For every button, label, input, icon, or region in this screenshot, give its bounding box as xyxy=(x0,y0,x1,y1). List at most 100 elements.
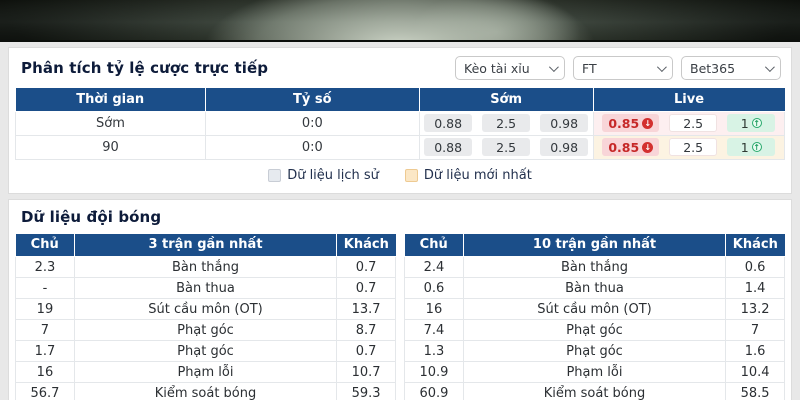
latest-swatch-icon xyxy=(404,168,418,182)
stat-label: Phạt góc xyxy=(73,340,338,362)
team-stat-row: 56.7 Kiểm soát bóng 59.3 xyxy=(15,382,396,400)
odds-filters: Kèo tài xỉu FT Bet365 xyxy=(455,56,781,80)
home-value: 0.6 xyxy=(404,277,464,299)
odds-drop-icon: ↓ xyxy=(642,117,654,129)
team-panel-title: Dữ liệu đội bóng xyxy=(21,207,162,226)
live-under-odds[interactable]: 1 ↑ xyxy=(727,138,776,156)
away-value: 10.4 xyxy=(725,361,785,383)
team-stat-row: 1.3 Phạt góc 1.6 xyxy=(404,340,785,362)
away-value: 0.6 xyxy=(725,256,785,278)
live-line-odds[interactable]: 2.5 xyxy=(669,138,718,156)
stat-label: Bàn thắng xyxy=(462,256,727,278)
market-type-value: Kèo tài xỉu xyxy=(464,60,530,76)
odds-panel-title: Phân tích tỷ lệ cược trực tiếp xyxy=(21,59,269,77)
market-type-select[interactable]: Kèo tài xỉu xyxy=(455,56,565,80)
stat-label: Bàn thua xyxy=(462,277,727,299)
home-value: 56.7 xyxy=(15,382,75,400)
live-odds-cell: 0.85 ↓ 2.5 1 ↑ xyxy=(592,111,785,136)
live-under-value: 1 xyxy=(740,139,749,155)
stat-label: Phạt góc xyxy=(462,340,727,362)
col-header-away: Khách xyxy=(336,233,396,257)
team-stat-row: - Bàn thua 0.7 xyxy=(15,277,396,299)
team-stat-row: 19 Sút cầu môn (OT) 13.7 xyxy=(15,298,396,320)
team-table-last10: Chủ 10 trận gần nhất Khách 2.4 Bàn thắng… xyxy=(404,233,785,400)
home-value: 7.4 xyxy=(404,319,464,341)
home-value: 16 xyxy=(15,361,75,383)
col-header-home: Chủ xyxy=(15,233,75,257)
live-line-odds[interactable]: 2.5 xyxy=(669,114,718,132)
away-value: 58.5 xyxy=(725,382,785,400)
odds-header-row: Thời gian Tỷ số Sớm Live xyxy=(15,88,785,112)
away-value: 8.7 xyxy=(336,319,396,341)
early-over-odds[interactable]: 0.88 xyxy=(424,114,473,132)
team-stat-row: 60.9 Kiểm soát bóng 58.5 xyxy=(404,382,785,400)
live-over-odds[interactable]: 0.85 ↓ xyxy=(602,138,660,156)
team-table-header-row: Chủ 10 trận gần nhất Khách xyxy=(404,233,785,257)
stat-label: Phạt góc xyxy=(73,319,338,341)
early-line-odds[interactable]: 2.5 xyxy=(482,138,531,156)
odds-analysis-panel: Phân tích tỷ lệ cược trực tiếp Kèo tài x… xyxy=(8,47,792,194)
home-value: - xyxy=(15,277,75,299)
latest-data-checkbox[interactable]: Dữ liệu mới nhất xyxy=(404,167,532,183)
away-value: 1.4 xyxy=(725,277,785,299)
history-label: Dữ liệu lịch sử xyxy=(287,167,379,183)
time-cell: 90 xyxy=(15,135,206,160)
away-value: 0.7 xyxy=(336,340,396,362)
odds-rise-icon: ↑ xyxy=(751,118,762,128)
stat-label: Phạt góc xyxy=(462,319,727,341)
bookmaker-select[interactable]: Bet365 xyxy=(681,56,781,80)
odds-rise-icon: ↑ xyxy=(751,142,762,152)
away-value: 59.3 xyxy=(336,382,396,400)
col-header-live: Live xyxy=(593,88,785,112)
early-line-odds[interactable]: 2.5 xyxy=(482,114,531,132)
home-value: 1.7 xyxy=(15,340,75,362)
home-value: 2.3 xyxy=(15,256,75,278)
away-value: 7 xyxy=(725,319,785,341)
home-value: 10.9 xyxy=(404,361,464,383)
live-over-odds[interactable]: 0.85 ↓ xyxy=(602,114,660,132)
odds-drop-icon: ↓ xyxy=(642,141,654,153)
history-swatch-icon xyxy=(268,168,282,182)
team-stat-row: 1.7 Phạt góc 0.7 xyxy=(15,340,396,362)
early-over-odds[interactable]: 0.88 xyxy=(424,138,473,156)
early-odds-cell: 0.88 2.5 0.98 xyxy=(418,135,594,160)
early-under-odds[interactable]: 0.98 xyxy=(540,114,589,132)
score-cell: 0:0 xyxy=(204,135,420,160)
live-over-value: 0.85 xyxy=(608,139,640,155)
away-value: 0.7 xyxy=(336,277,396,299)
live-over-value: 0.85 xyxy=(608,115,640,131)
score-cell: 0:0 xyxy=(204,111,420,136)
live-odds-cell: 0.85 ↓ 2.5 1 ↑ xyxy=(592,135,785,160)
away-value: 0.7 xyxy=(336,256,396,278)
live-under-value: 1 xyxy=(740,115,749,131)
col-header-time: Thời gian xyxy=(15,88,206,112)
team-stat-row: 2.3 Bàn thắng 0.7 xyxy=(15,256,396,278)
team-stat-row: 16 Sút cầu môn (OT) 13.2 xyxy=(404,298,785,320)
stat-label: Bàn thắng xyxy=(73,256,338,278)
period-select[interactable]: FT xyxy=(573,56,673,80)
team-stat-row: 0.6 Bàn thua 1.4 xyxy=(404,277,785,299)
col-header-away: Khách xyxy=(725,233,785,257)
away-value: 10.7 xyxy=(336,361,396,383)
early-under-odds[interactable]: 0.98 xyxy=(540,138,589,156)
period-value: FT xyxy=(582,60,597,76)
team-stat-row: 16 Phạm lỗi 10.7 xyxy=(15,361,396,383)
away-value: 13.2 xyxy=(725,298,785,320)
live-under-odds[interactable]: 1 ↑ xyxy=(727,114,776,132)
latest-label: Dữ liệu mới nhất xyxy=(423,167,532,183)
col-header-stat: 10 trận gần nhất xyxy=(463,233,727,257)
home-value: 2.4 xyxy=(404,256,464,278)
time-cell: Sớm xyxy=(15,111,206,136)
away-value: 13.7 xyxy=(336,298,396,320)
data-legend: Dữ liệu lịch sử Dữ liệu mới nhất xyxy=(15,160,785,185)
stat-label: Sút cầu môn (OT) xyxy=(462,298,727,320)
chevron-down-icon xyxy=(548,61,559,72)
chevron-down-icon xyxy=(656,61,667,72)
col-header-home: Chủ xyxy=(404,233,464,257)
chevron-down-icon xyxy=(764,61,775,72)
team-stat-row: 2.4 Bàn thắng 0.6 xyxy=(404,256,785,278)
team-table-last3: Chủ 3 trận gần nhất Khách 2.3 Bàn thắng … xyxy=(15,233,396,400)
team-stat-row: 7.4 Phạt góc 7 xyxy=(404,319,785,341)
history-data-checkbox[interactable]: Dữ liệu lịch sử xyxy=(268,168,379,183)
odds-table: Thời gian Tỷ số Sớm Live Sớm 0:0 0.88 2.… xyxy=(15,88,785,160)
